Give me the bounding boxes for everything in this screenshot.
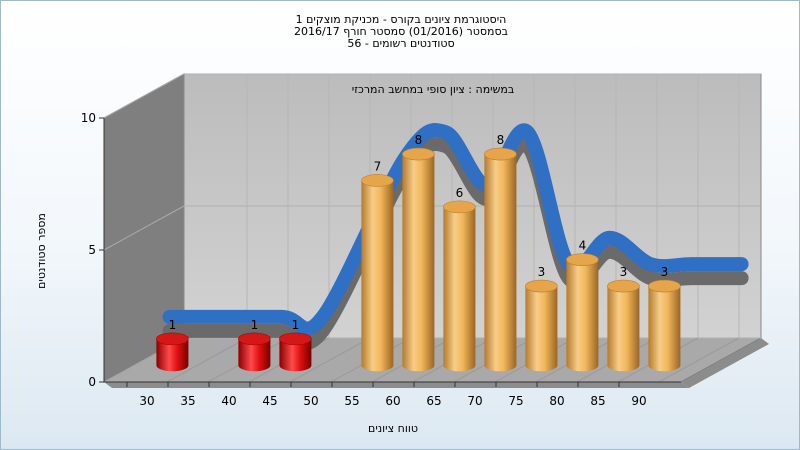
chart-subtitle: במשימה : ציון סופי במחשב המרכזי bbox=[352, 83, 515, 96]
floor-front-edge bbox=[681, 338, 769, 388]
floor-gridline bbox=[658, 337, 740, 383]
y-axis-title: מספר סטודנטים bbox=[35, 213, 48, 289]
bar-body bbox=[279, 338, 312, 372]
bar-90 bbox=[648, 279, 681, 372]
y-tick-label: 5 bbox=[88, 243, 96, 257]
y-tick-label: 10 bbox=[81, 111, 96, 125]
bar-cap bbox=[156, 332, 189, 346]
data-label-80: 4 bbox=[579, 239, 587, 253]
data-label-65: 6 bbox=[456, 186, 464, 200]
bar-85 bbox=[607, 279, 640, 372]
data-label-90: 3 bbox=[661, 265, 669, 279]
bar-body bbox=[238, 338, 271, 372]
x-tick-label: 30 bbox=[139, 394, 154, 408]
bar-55 bbox=[361, 174, 394, 372]
floor-bottom-edge bbox=[104, 382, 689, 388]
bar-30 bbox=[156, 332, 189, 372]
x-tick-label: 60 bbox=[385, 394, 400, 408]
x-tick-label: 65 bbox=[426, 394, 441, 408]
bar-body bbox=[607, 286, 640, 372]
data-labels: 1 1 1 7 8 6 8 3 4 3 3 bbox=[169, 133, 669, 332]
floor-gridline bbox=[289, 337, 371, 383]
x-axis-title: טווח ציונים bbox=[368, 422, 418, 435]
x-tick-label: 75 bbox=[508, 394, 523, 408]
axes: 0 5 10 30 35 40 45 50 55 60 65 70 75 80 85 90 bbox=[81, 111, 681, 408]
bar-70 bbox=[484, 147, 517, 372]
data-label-85: 3 bbox=[620, 265, 628, 279]
bar-cap bbox=[525, 279, 558, 293]
bar-cap bbox=[238, 332, 271, 346]
x-tick-label: 80 bbox=[549, 394, 564, 408]
bar-body bbox=[156, 338, 189, 372]
data-label-40: 1 bbox=[251, 318, 259, 332]
x-tick-label: 40 bbox=[221, 394, 236, 408]
x-tick-label: 70 bbox=[467, 394, 482, 408]
bar-65 bbox=[443, 200, 476, 372]
bar-body bbox=[525, 286, 558, 372]
bar-cap bbox=[484, 147, 517, 161]
chart-title-line-2: בסמסטר (01/2016) סמסטר חורף 2016/17 bbox=[294, 25, 508, 38]
chart-title-line-1: היסטוגרמת ציונים בקורס - מכניקת מוצקים 1 bbox=[296, 13, 507, 26]
x-tick-label: 35 bbox=[180, 394, 195, 408]
floor-gridline bbox=[166, 337, 248, 383]
data-label-30: 1 bbox=[169, 318, 177, 332]
bar-cap bbox=[361, 174, 394, 187]
bar-body bbox=[648, 286, 681, 372]
bars bbox=[156, 147, 681, 372]
data-label-75: 3 bbox=[538, 265, 546, 279]
bar-cap bbox=[566, 253, 599, 266]
bar-body bbox=[361, 180, 394, 372]
bar-75 bbox=[525, 279, 558, 372]
y-tick-label: 0 bbox=[88, 375, 96, 389]
data-label-70: 8 bbox=[497, 133, 505, 147]
side-gridline bbox=[103, 205, 185, 251]
bar-body bbox=[484, 154, 517, 372]
bar-60 bbox=[402, 147, 435, 372]
x-tick-label: 45 bbox=[262, 394, 277, 408]
side-gridline bbox=[103, 73, 185, 119]
bar-cap bbox=[443, 200, 476, 214]
x-tick-label: 85 bbox=[590, 394, 605, 408]
bar-40 bbox=[238, 332, 271, 372]
bar-body bbox=[566, 259, 599, 372]
bar-45 bbox=[279, 332, 312, 372]
x-tick-label: 55 bbox=[344, 394, 359, 408]
bar-cap bbox=[402, 147, 435, 161]
chart-title-line-3: סטודנטים רשומים - 56 bbox=[347, 37, 454, 50]
x-tick-label: 90 bbox=[631, 394, 646, 408]
bar-cap bbox=[279, 332, 312, 346]
bar-body bbox=[443, 206, 476, 372]
data-label-55: 7 bbox=[374, 159, 382, 173]
bar-80 bbox=[566, 253, 599, 372]
bar-cap bbox=[648, 279, 681, 293]
data-label-60: 8 bbox=[415, 133, 423, 147]
x-tick-label: 50 bbox=[303, 394, 318, 408]
data-label-45: 1 bbox=[292, 318, 300, 332]
bar-body bbox=[402, 154, 435, 372]
bar-cap bbox=[607, 279, 640, 293]
